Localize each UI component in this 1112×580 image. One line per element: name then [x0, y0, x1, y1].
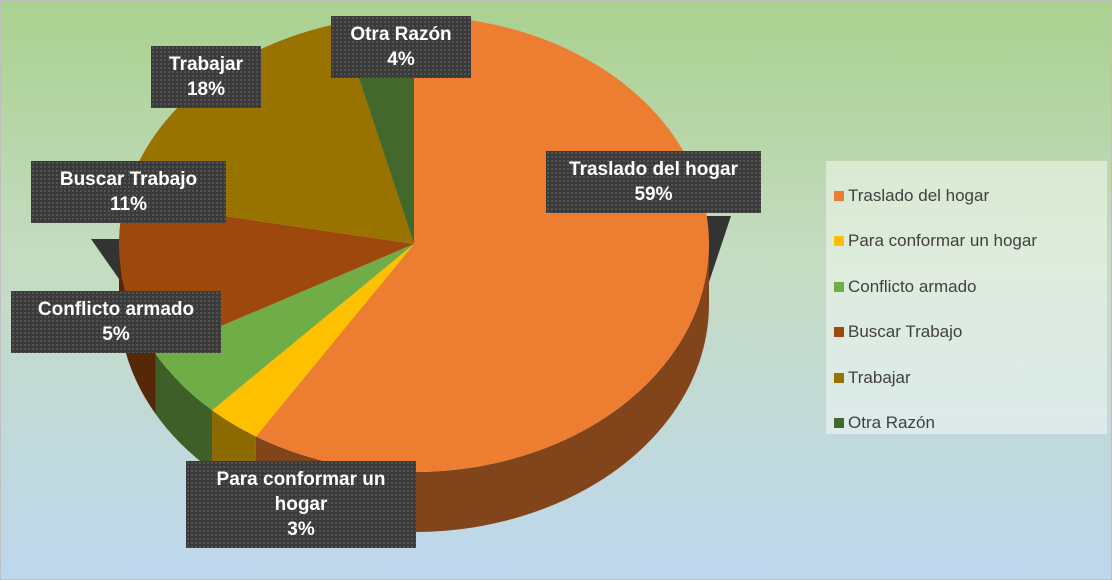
data-label: Para conformar un hogar 3% [186, 461, 416, 548]
legend-label: Trabajar [848, 367, 911, 387]
label-category: Traslado del hogar [569, 159, 738, 180]
legend-swatch [834, 190, 844, 201]
slice-side [155, 353, 213, 471]
slice [212, 244, 414, 437]
label-category: Para conformar un hogar [216, 469, 386, 515]
label-value: 11% [110, 194, 147, 215]
slice-side [255, 244, 709, 532]
legend-swatch [834, 281, 844, 292]
legend-label: Buscar Trabajo [848, 322, 963, 342]
label-category: Buscar Trabajo [59, 169, 198, 190]
legend-entry: Trabajar [826, 355, 1107, 401]
label-value: 18% [186, 79, 226, 100]
legend-entry: Traslado del hogar [826, 173, 1107, 219]
slice [255, 16, 709, 472]
label-value: 5% [102, 324, 130, 345]
label-category: Otra Razón [350, 24, 452, 45]
label-value: 59% [634, 184, 673, 205]
legend-swatch [834, 236, 844, 247]
label-value: 3% [287, 519, 315, 540]
label-category: Trabajar [169, 54, 243, 75]
legend-label: Para conformar un hogar [848, 231, 1037, 251]
data-label: Trabajar 18% [151, 46, 261, 108]
legend-entry: Buscar Trabajo [826, 310, 1107, 356]
data-label: Buscar Trabajo 11% [31, 161, 226, 223]
data-label: Otra Razón 4% [331, 16, 471, 78]
legend: Traslado del hogar Para conformar un hoga… [826, 161, 1107, 434]
label-value: 4% [387, 49, 415, 70]
legend-label: Conflicto armado [848, 276, 977, 296]
slice [155, 244, 414, 411]
data-label: Conflicto armado 5% [11, 291, 221, 353]
legend-label: Otra Razón [848, 413, 935, 433]
label-category: Conflicto armado [37, 299, 195, 320]
legend-entry: Para conformar un hogar [826, 219, 1107, 265]
legend-entry: Conflicto armado [826, 264, 1107, 310]
data-label: Traslado del hogar 59% [546, 151, 761, 213]
legend-label: Traslado del hogar [848, 185, 990, 205]
legend-swatch [834, 372, 844, 383]
legend-swatch [834, 327, 844, 338]
legend-entry: Otra Razón [826, 401, 1107, 447]
legend-swatch [834, 418, 844, 429]
